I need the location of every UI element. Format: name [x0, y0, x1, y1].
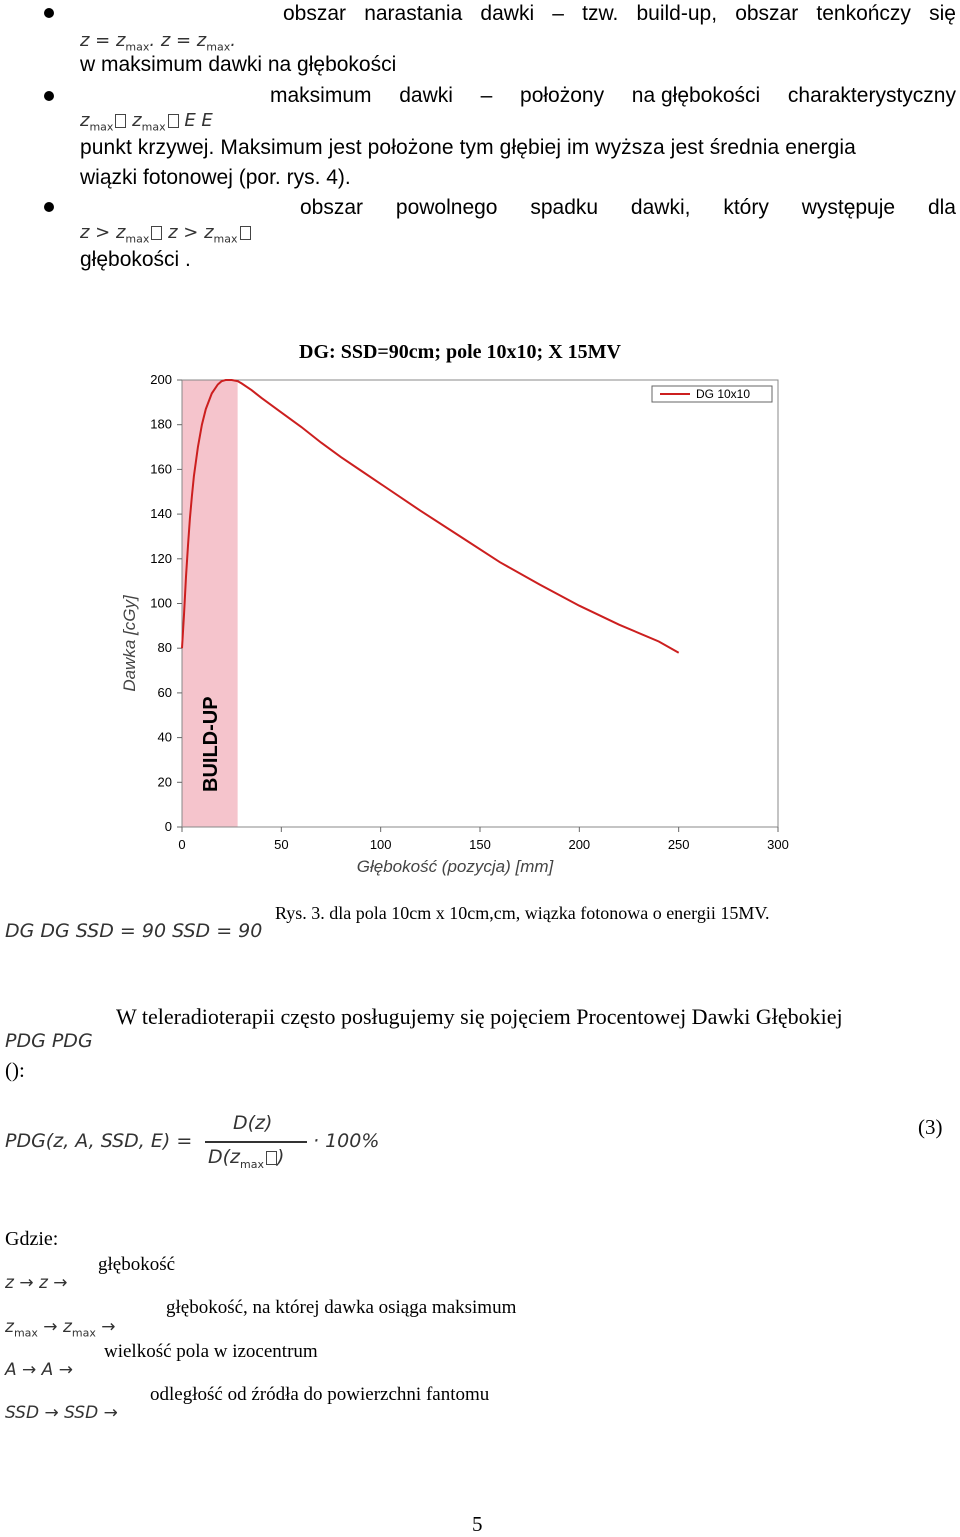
- bullet-2-line-3: wiązki fotonowej (por. rys. 4).: [80, 166, 351, 189]
- series-line-dg-10x10: [181, 379, 680, 654]
- bullet-2-line-2: punkt krzywej. Maksimum jest położone ty…: [80, 136, 856, 159]
- word: występuje: [801, 196, 896, 219]
- y-tick-label: 180: [150, 417, 172, 432]
- y-tick-label: 120: [150, 551, 172, 566]
- formula-lhs: PDG(z, A, SSD, E) =: [5, 1130, 193, 1152]
- word: dawki: [480, 2, 535, 25]
- bullet-1-line-2: w maksimum dawki na głębokości: [80, 53, 397, 76]
- x-tick-label: 200: [568, 837, 590, 852]
- x-axis-label: Głębokość (pozycja) [mm]: [357, 857, 555, 876]
- chart-title: DG: SSD=90cm; pole 10x10; X 15MV: [299, 341, 621, 363]
- x-tick-label: 250: [668, 837, 690, 852]
- legend-entry: DG 10x10: [696, 387, 750, 401]
- definition-text: głębokość: [98, 1254, 176, 1275]
- equation-number: (3): [918, 1115, 943, 1139]
- word: obszar: [300, 196, 364, 219]
- bullet-marker: [44, 91, 54, 101]
- definition-text: odległość od źródła do powierzchni fanto…: [150, 1384, 490, 1405]
- legend: DG 10x10: [651, 385, 773, 403]
- y-tick-label: 20: [158, 774, 172, 789]
- bullet-3-math: z > zmax z > zmax: [80, 222, 251, 246]
- bullet-1-math: z = zmax. z = zmax.: [80, 30, 236, 54]
- definition-math: A → A →: [5, 1360, 73, 1380]
- y-tick-label: 80: [158, 640, 172, 655]
- fraction-bar: [205, 1141, 307, 1143]
- word: tenkończy: [816, 2, 911, 25]
- word: położony: [520, 84, 605, 107]
- definition-math: z → z →: [5, 1273, 68, 1293]
- paragraph-math: PDG PDG: [5, 1030, 93, 1052]
- word: na głębokości: [631, 84, 761, 107]
- build-up-label: BUILD-UP: [200, 696, 222, 792]
- definition-text: wielkość pola w izocentrum: [104, 1341, 318, 1362]
- word: maksimum: [270, 84, 372, 107]
- word: powolnego: [395, 196, 498, 219]
- word: się: [929, 2, 956, 25]
- word: obszar: [283, 2, 347, 25]
- bullet-2-math: zmax zmax E E: [80, 110, 213, 134]
- word: tzw.: [582, 2, 619, 25]
- x-tick-label: 150: [469, 837, 491, 852]
- word: –: [480, 84, 493, 107]
- y-tick-label: 200: [150, 372, 172, 387]
- formula: PDG(z, A, SSD, E) = D(z) D(zmax) · 100%: [5, 1112, 405, 1174]
- formula-denominator: D(zmax): [208, 1146, 285, 1171]
- legend-box: [651, 385, 773, 403]
- bullet-3-line-1: obszar powolnego spadku dawki, który wys…: [300, 196, 956, 220]
- paragraph-text: W teleradioterapii często posługujemy si…: [116, 1004, 843, 1029]
- build-up-region: [182, 380, 238, 827]
- word: build-up,: [636, 2, 718, 25]
- bullet-marker: [44, 8, 54, 18]
- word: spadku: [530, 196, 599, 219]
- bullet-3-line-2: głębokości .: [80, 248, 191, 271]
- definition-math: zmax → zmax →: [5, 1317, 116, 1340]
- paragraph-tail: ():: [5, 1058, 25, 1082]
- formula-factor: · 100%: [313, 1130, 380, 1152]
- formula-numerator: D(z): [233, 1112, 273, 1134]
- page-number: 5: [472, 1512, 483, 1536]
- word: dawki: [399, 84, 453, 107]
- bullet-2-line-1: maksimum dawki – położony na głębokości …: [270, 84, 956, 108]
- definition-text: głębokość, na której dawka osiąga maksim…: [166, 1297, 517, 1318]
- x-tick-label: 50: [274, 837, 288, 852]
- x-tick-label: 0: [178, 837, 185, 852]
- y-tick-label: 160: [150, 461, 172, 476]
- word: obszar: [735, 2, 799, 25]
- depth-dose-chart: DG: SSD=90cm; pole 10x10; X 15MV BUILD-U…: [120, 341, 789, 876]
- word: charakterystyczny: [787, 84, 956, 107]
- word: który: [723, 196, 769, 219]
- x-tick-label: 300: [767, 837, 789, 852]
- y-tick-label: 100: [150, 596, 172, 611]
- word: dawki,: [630, 196, 691, 219]
- word: narastania: [364, 2, 463, 25]
- y-tick-label: 140: [150, 506, 172, 521]
- bullet-1-line-1: obszar narastania dawki – tzw. build-up,…: [283, 2, 956, 26]
- y-tick-label: 40: [158, 730, 172, 745]
- word: –: [552, 2, 564, 25]
- definition-math: SSD → SSD →: [5, 1403, 118, 1423]
- figure-caption: Rys. 3. dla pola 10cm x 10cm,cm, wiązka …: [275, 903, 770, 923]
- bullet-marker: [44, 202, 54, 212]
- plot-frame: [181, 379, 779, 828]
- word: dla: [927, 196, 956, 219]
- caption-math: DG DG SSD = 90 SSD = 90: [5, 920, 263, 942]
- y-tick-label: 60: [158, 685, 172, 700]
- x-tick-label: 100: [370, 837, 392, 852]
- definitions-heading: Gdzie:: [5, 1228, 59, 1250]
- y-axis-label: Dawka [cGy]: [120, 594, 139, 692]
- axis-ticks: 0 50 100 150 200 250 300 0 20 40 60 80 100 120 140 160 1…: [150, 372, 789, 852]
- y-tick-label: 0: [165, 819, 172, 834]
